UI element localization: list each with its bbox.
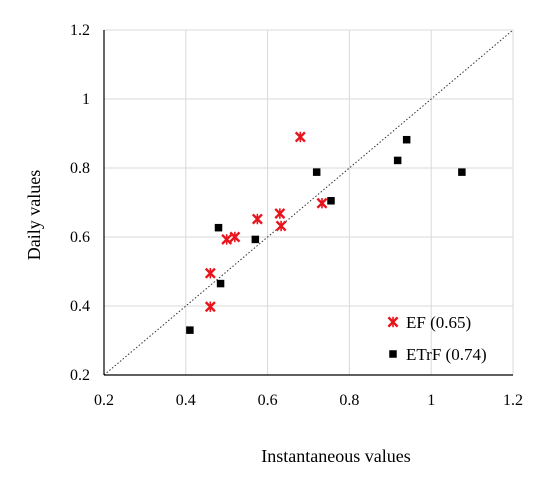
y-tick-label: 0.6: [70, 229, 90, 246]
etrf-point: [327, 197, 335, 205]
reference-line-layer: [103, 29, 514, 376]
ef-point: [204, 267, 216, 279]
data-points: [186, 131, 466, 334]
ef-point: [294, 131, 306, 143]
etrf-point: [251, 235, 260, 244]
etrf-point: [393, 156, 402, 165]
etrf-point: [216, 279, 225, 288]
ef-point: [251, 213, 263, 225]
legend: EF (0.65) ETrF (0.74): [387, 313, 487, 364]
x-tick-label: 1: [427, 392, 435, 409]
y-axis-title: Daily values: [24, 170, 44, 260]
legend-label: EF (0.65): [406, 313, 471, 332]
x-tick-label: 0.8: [339, 392, 359, 409]
x-tick-label: 0.6: [258, 392, 278, 409]
ef-point: [204, 301, 216, 313]
ef-point: [229, 231, 241, 243]
x-tick-label: 0.4: [176, 392, 196, 409]
y-tick-label: 1: [82, 91, 90, 108]
ef-point: [221, 233, 233, 245]
ef-point: [275, 220, 287, 232]
y-tick-label: 0.4: [70, 298, 90, 315]
axes: 0.2 0.4 0.6 0.8 1 1.2 0.2 0.4 0.6 0.8 1 1.2: [70, 22, 523, 409]
etrf-point: [186, 326, 194, 334]
etrf-point: [214, 223, 223, 232]
y-tick-label: 0.2: [70, 367, 90, 384]
etrf-point: [458, 168, 466, 176]
x-axis-title: Instantaneous values: [261, 446, 410, 466]
y-tick-label: 0.8: [70, 160, 90, 177]
etrf-point: [312, 168, 321, 176]
legend-label: ETrF (0.74): [406, 345, 487, 364]
legend-marker-etrf: [389, 350, 397, 358]
x-tick-label: 1.2: [503, 392, 523, 409]
x-tick-label: 0.2: [94, 392, 114, 409]
legend-marker-ef: [387, 316, 399, 328]
ef-point: [316, 197, 328, 209]
etrf-point: [402, 135, 411, 144]
y-tick-label: 1.2: [70, 22, 90, 39]
ef-point: [274, 208, 286, 219]
one-to-one-line: [103, 29, 514, 376]
grid: [104, 29, 514, 375]
